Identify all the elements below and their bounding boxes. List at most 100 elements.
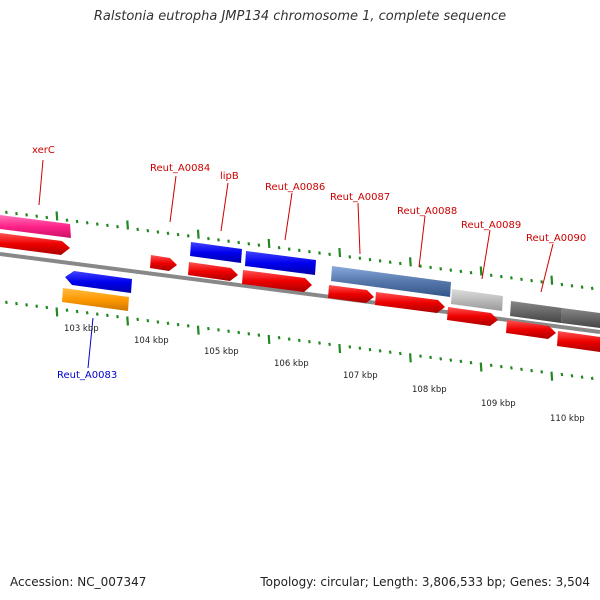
- cds-0088-feature[interactable]: [375, 292, 445, 313]
- cds-0084-feature[interactable]: [150, 255, 177, 271]
- upper-track-minor-tick: [530, 278, 533, 283]
- upper-track-minor-tick: [510, 276, 513, 280]
- lower-track-minor-tick: [540, 370, 544, 374]
- gene-lipb-feature[interactable]: [190, 242, 242, 263]
- label-reut-a0090[interactable]: Reut_A0090: [526, 233, 586, 244]
- lower-track-minor-tick: [520, 367, 523, 372]
- upper-track-minor-tick: [95, 222, 99, 226]
- lower-track-minor-tick: [15, 301, 18, 306]
- lower-track-minor-tick: [166, 321, 170, 326]
- lower-track-minor-tick: [277, 335, 281, 340]
- lower-track-minor-tick: [439, 357, 443, 361]
- lower-track-minor-tick: [85, 311, 89, 315]
- upper-track-minor-tick: [308, 249, 311, 254]
- lower-track-minor-tick: [247, 332, 251, 336]
- lower-track-minor-tick: [186, 324, 190, 328]
- lower-track-minor-tick: [156, 320, 160, 324]
- cds-0091-feature[interactable]: [557, 331, 600, 352]
- lower-track-minor-tick: [580, 375, 584, 379]
- lower-track-minor-tick: [489, 363, 493, 368]
- lower-track-minor-tick: [25, 303, 28, 307]
- cds-0087-feature[interactable]: [328, 285, 374, 303]
- upper-track-minor-tick: [590, 286, 594, 291]
- map-title: Ralstonia eutropha JMP134 chromosome 1, …: [93, 9, 507, 24]
- lower-track-minor-tick: [65, 308, 69, 312]
- label-reut-a0087[interactable]: Reut_A0087: [330, 192, 390, 203]
- lower-track-minor-tick: [318, 341, 321, 345]
- label-lipb[interactable]: lipB: [220, 171, 239, 182]
- upper-track-minor-tick: [318, 251, 321, 255]
- upper-track-minor-tick: [398, 261, 402, 266]
- cds-lipb-feature[interactable]: [188, 262, 238, 281]
- lower-track-minor-tick: [5, 300, 8, 305]
- upper-track-major-tick: [409, 257, 412, 267]
- chromosome-backbone: [0, 252, 600, 334]
- upper-track-minor-tick: [176, 232, 180, 237]
- gene-0086-feature[interactable]: [245, 251, 316, 275]
- cds-0086-feature[interactable]: [242, 270, 312, 292]
- lower-track-minor-tick: [358, 346, 362, 350]
- upper-track-minor-tick: [560, 282, 564, 287]
- lower-track-minor-tick: [297, 338, 301, 343]
- lower-track-minor-tick: [75, 309, 79, 314]
- upper-tick-track: [5, 210, 594, 291]
- lower-track-minor-tick: [146, 318, 150, 323]
- lipb-callout-line: [220, 182, 229, 232]
- label-reut-a0083[interactable]: Reut_A0083: [57, 370, 117, 381]
- lower-track-minor-tick: [227, 329, 230, 333]
- gene-0087-feature[interactable]: [331, 266, 451, 297]
- upper-track-major-tick: [550, 275, 554, 285]
- lower-track-minor-tick: [530, 368, 533, 373]
- topology-summary: Topology: circular; Length: 3,806,533 bp…: [260, 575, 590, 589]
- cds-0089-feature[interactable]: [447, 307, 498, 326]
- upper-track-minor-tick: [570, 284, 574, 288]
- lower-track-minor-tick: [499, 364, 503, 369]
- lower-track-minor-tick: [590, 376, 594, 381]
- upper-track-major-tick: [126, 220, 129, 230]
- gene-xerc-feature[interactable]: [0, 215, 71, 238]
- gene-0091-feature[interactable]: [561, 308, 600, 328]
- upper-track-minor-tick: [580, 285, 584, 289]
- gene-0083-feature[interactable]: [65, 271, 132, 293]
- upper-track-minor-tick: [247, 242, 251, 246]
- label-xerc[interactable]: xerC: [32, 145, 55, 156]
- cds-0082-feature[interactable]: [0, 233, 70, 255]
- upper-track-minor-tick: [257, 243, 261, 247]
- lower-track-minor-tick: [35, 304, 39, 308]
- lower-track-minor-tick: [308, 339, 311, 344]
- upper-track-minor-tick: [207, 236, 210, 241]
- upper-track-minor-tick: [45, 215, 49, 220]
- scale-label-106: 106 kbp: [274, 359, 309, 369]
- upper-track-minor-tick: [65, 218, 69, 222]
- label-reut-a0084[interactable]: Reut_A0084: [150, 163, 210, 174]
- label-reut-a0086[interactable]: Reut_A0086: [265, 182, 325, 193]
- lower-track-minor-tick: [449, 358, 453, 362]
- upper-track-minor-tick: [35, 214, 39, 218]
- lower-track-minor-tick: [237, 330, 241, 335]
- upper-track-major-tick: [196, 229, 200, 239]
- lower-track-major-tick: [550, 371, 554, 381]
- upper-track-major-tick: [267, 238, 271, 248]
- lower-track-major-tick: [55, 307, 59, 317]
- upper-track-minor-tick: [75, 219, 79, 224]
- cds-0083-feature[interactable]: [62, 288, 129, 311]
- lower-track-minor-tick: [570, 374, 574, 378]
- lower-track-minor-tick: [287, 337, 291, 341]
- lower-track-minor-tick: [45, 305, 49, 310]
- lower-track-minor-tick: [378, 349, 382, 353]
- reut-a0090-callout-line: [540, 243, 554, 293]
- lower-track-minor-tick: [469, 360, 473, 365]
- label-reut-a0089[interactable]: Reut_A0089: [461, 220, 521, 231]
- upper-track-minor-tick: [15, 211, 18, 216]
- upper-track-minor-tick: [186, 234, 190, 238]
- gene-0089-feature[interactable]: [451, 289, 503, 311]
- upper-track-major-tick: [479, 266, 483, 276]
- reut-a0086-callout-line: [284, 192, 293, 241]
- cds-0090-feature[interactable]: [506, 320, 556, 339]
- upper-track-minor-tick: [520, 277, 523, 282]
- gene-0090-feature[interactable]: [510, 301, 562, 323]
- lower-track-minor-tick: [207, 326, 210, 331]
- label-reut-a0088[interactable]: Reut_A0088: [397, 206, 457, 217]
- upper-track-minor-tick: [499, 274, 503, 279]
- upper-track-minor-tick: [227, 239, 230, 243]
